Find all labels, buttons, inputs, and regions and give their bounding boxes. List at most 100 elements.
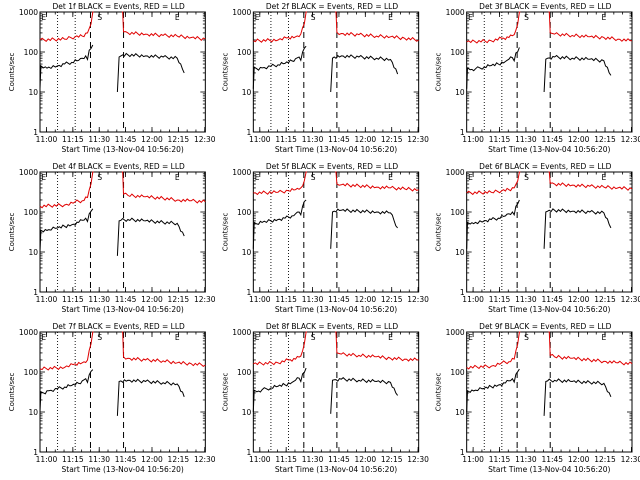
y-axis-label: Counts/sec (435, 213, 443, 252)
series-events-black (466, 368, 612, 416)
x-tick-label: 12:00 (568, 295, 590, 304)
x-tick-label: 12:15 (381, 135, 403, 144)
y-tick-label: 1000 (446, 328, 465, 337)
y-tick-label: 1 (33, 448, 38, 457)
x-tick-label: 12:30 (407, 455, 429, 464)
plot-frame (466, 11, 633, 133)
x-tick-label: 11:45 (115, 295, 137, 304)
plot-frame (39, 11, 206, 133)
marker-end: E (175, 13, 180, 22)
panel-title: Det 1f BLACK = Events, RED = LLD (53, 2, 186, 11)
series-events-black (39, 369, 185, 416)
x-tick-label: 12:30 (194, 295, 216, 304)
panel-det-3: Det 3f BLACK = Events, RED = LLD 1000 100 1… (435, 2, 640, 154)
x-tick-label: 12:00 (141, 295, 163, 304)
series-lld-red (39, 331, 206, 371)
marker-start: S (311, 13, 316, 22)
y-tick-label: 10 (28, 248, 38, 257)
x-tick-label: 11:00 (36, 455, 58, 464)
plot-frame (252, 331, 420, 453)
y-tick-label: 10 (28, 408, 38, 417)
panel-title: Det 9f BLACK = Events, RED = LLD (479, 322, 612, 331)
marker-end: E (601, 173, 606, 182)
x-tick-label: 12:30 (621, 295, 640, 304)
x-tick-label: 11:15 (489, 135, 511, 144)
plot-frame (39, 171, 206, 293)
marker-start: S (311, 173, 316, 182)
y-tick-label: 1000 (19, 328, 38, 337)
y-tick-label: 10 (455, 248, 465, 257)
x-axis-label: Start Time (13-Nov-04 10:56:20) (275, 145, 397, 154)
x-tick-label: 11:15 (489, 455, 511, 464)
x-axis-label: Start Time (13-Nov-04 10:56:20) (62, 465, 184, 474)
y-tick-label: 100 (24, 368, 39, 377)
y-tick-label: 10 (242, 408, 252, 417)
series-events-black (252, 45, 399, 93)
x-tick-label: 11:00 (249, 295, 271, 304)
series-lld-red (253, 11, 419, 43)
y-tick-label: 100 (237, 368, 252, 377)
marker-end: E (388, 13, 393, 22)
x-tick-label: 11:30 (88, 295, 110, 304)
x-tick-label: 12:15 (594, 135, 616, 144)
plot-frame (39, 331, 206, 453)
x-tick-label: 11:30 (515, 455, 537, 464)
y-axis-label: Counts/sec (221, 213, 229, 252)
x-tick-label: 12:30 (621, 455, 640, 464)
y-axis-label: Counts/sec (221, 53, 229, 92)
marker-end: E (175, 173, 180, 182)
panel-det-2: Det 2f BLACK = Events, RED = LLD 1000 100 1… (221, 2, 429, 154)
panel-det-9: Det 9f BLACK = Events, RED = LLD 1000 100 1… (435, 322, 640, 474)
series-events-black (39, 44, 185, 93)
plot-frame (466, 171, 633, 293)
x-tick-label: 11:45 (541, 455, 563, 464)
y-tick-label: 1000 (19, 168, 38, 177)
panel-title: Det 3f BLACK = Events, RED = LLD (479, 2, 612, 11)
x-tick-label: 12:30 (407, 135, 429, 144)
x-tick-label: 12:00 (141, 135, 163, 144)
y-tick-label: 1000 (232, 8, 251, 17)
y-tick-label: 100 (450, 208, 465, 217)
x-tick-label: 11:15 (62, 295, 84, 304)
x-tick-label: 11:15 (275, 135, 297, 144)
marker-start: S (97, 13, 102, 22)
x-axis-label: Start Time (13-Nov-04 10:56:20) (488, 145, 610, 154)
y-tick-label: 10 (242, 248, 252, 257)
series-lld-red (39, 11, 206, 42)
y-axis-label: Counts/sec (435, 53, 443, 92)
y-axis-label: Counts/sec (8, 373, 16, 412)
series-events-black (252, 367, 399, 414)
marker-end: E (175, 333, 180, 342)
series-events-black (466, 199, 612, 249)
x-tick-label: 11:15 (275, 295, 297, 304)
y-tick-label: 1 (33, 288, 38, 297)
y-tick-label: 100 (24, 208, 39, 217)
marker-end: E (41, 173, 46, 182)
y-tick-label: 100 (450, 368, 465, 377)
x-tick-label: 11:00 (462, 295, 484, 304)
marker-end: E (255, 13, 260, 22)
x-tick-label: 11:30 (302, 135, 324, 144)
x-tick-label: 11:30 (302, 455, 324, 464)
x-tick-label: 11:45 (115, 455, 137, 464)
series-lld-red (39, 171, 206, 209)
x-axis-label: Start Time (13-Nov-04 10:56:20) (62, 145, 184, 154)
marker-start: S (97, 173, 102, 182)
x-axis-label: Start Time (13-Nov-04 10:56:20) (488, 465, 610, 474)
y-tick-label: 1 (247, 128, 252, 137)
panel-det-6: Det 6f BLACK = Events, RED = LLD 1000 100 1… (435, 162, 640, 314)
y-tick-label: 1 (247, 288, 252, 297)
y-tick-label: 10 (455, 408, 465, 417)
x-tick-label: 11:45 (328, 295, 350, 304)
y-tick-label: 1 (460, 448, 465, 457)
panel-title: Det 4f BLACK = Events, RED = LLD (53, 162, 186, 171)
marker-end: E (41, 333, 46, 342)
x-tick-label: 12:15 (594, 455, 616, 464)
x-tick-label: 11:00 (462, 455, 484, 464)
x-tick-label: 11:00 (462, 135, 484, 144)
x-axis-label: Start Time (13-Nov-04 10:56:20) (488, 305, 610, 314)
x-tick-label: 11:45 (328, 135, 350, 144)
marker-end: E (468, 173, 473, 182)
series-events-black (466, 47, 612, 93)
y-tick-label: 100 (450, 48, 465, 57)
